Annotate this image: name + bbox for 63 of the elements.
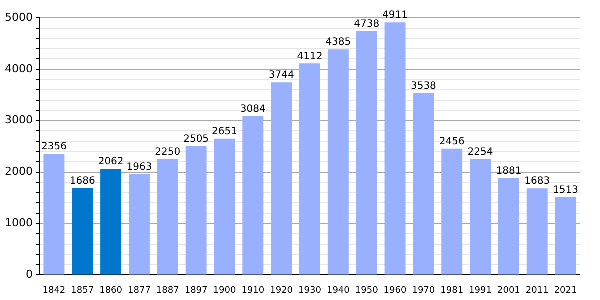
data-label: 2505	[184, 134, 210, 145]
y-tick-label: 3000	[4, 114, 33, 127]
x-tick-label: 2001	[497, 286, 520, 296]
data-label: 1513	[553, 184, 579, 196]
data-label: 2456	[439, 136, 465, 148]
x-tick-label: 1860	[100, 286, 123, 296]
x-tick-label: 1950	[355, 286, 379, 296]
bar	[186, 146, 207, 275]
bar	[442, 148, 463, 275]
bar	[271, 82, 292, 275]
bar	[214, 138, 236, 275]
data-label: 3744	[268, 70, 294, 82]
bar	[300, 64, 320, 275]
y-tick-label: 1000	[4, 216, 33, 230]
data-label: 1963	[126, 162, 152, 173]
bar	[356, 31, 378, 275]
x-tick-label: 1981	[440, 286, 464, 296]
x-tick-label: 1887	[156, 286, 180, 296]
x-tick-label: 1920	[270, 286, 294, 296]
x-tick-label: 2011	[526, 286, 549, 296]
bar	[157, 159, 178, 275]
bar	[242, 116, 264, 275]
x-tick-label: 1897	[184, 286, 208, 296]
x-tick-label: 1930	[298, 286, 322, 296]
bar	[384, 22, 406, 275]
data-label: 2062	[98, 156, 124, 168]
x-tick-label: 1910	[242, 286, 265, 296]
data-label: 4738	[354, 19, 380, 30]
y-tick-label: 0	[26, 268, 33, 282]
data-label: 2254	[468, 146, 494, 158]
bar	[100, 169, 122, 275]
bar	[44, 154, 65, 275]
x-tick-label: 1970	[412, 286, 436, 296]
data-label: 4385	[326, 37, 352, 48]
data-label: 4911	[382, 10, 408, 22]
y-tick-label: 5000	[4, 10, 33, 24]
data-label: 1881	[496, 166, 522, 178]
x-tick-label: 1857	[71, 286, 94, 296]
data-label: 2356	[41, 142, 67, 153]
x-tick-label: 1900	[213, 286, 236, 296]
x-tick-label: 2021	[554, 286, 578, 296]
x-tick-label: 1991	[469, 286, 492, 296]
x-tick-label: 1842	[42, 286, 66, 296]
y-tick-label: 2000	[4, 165, 33, 178]
bar	[470, 159, 492, 275]
y-tick-label: 4000	[4, 62, 33, 76]
bar	[328, 50, 349, 275]
x-tick-label: 1877	[128, 286, 151, 296]
bar	[498, 178, 520, 275]
data-label: 3538	[410, 80, 436, 92]
x-tick-label: 1960	[384, 286, 407, 296]
data-label: 4112	[297, 51, 323, 62]
bar	[555, 197, 576, 275]
data-label: 1686	[70, 176, 96, 188]
bar	[526, 188, 548, 275]
bar	[72, 188, 94, 275]
x-tick-label: 1940	[326, 286, 350, 296]
bar	[128, 174, 150, 275]
data-label: 1683	[524, 176, 550, 188]
data-label: 2250	[155, 147, 181, 158]
data-label: 2651	[212, 126, 238, 138]
bar	[413, 93, 434, 275]
data-label: 3084	[240, 104, 266, 116]
